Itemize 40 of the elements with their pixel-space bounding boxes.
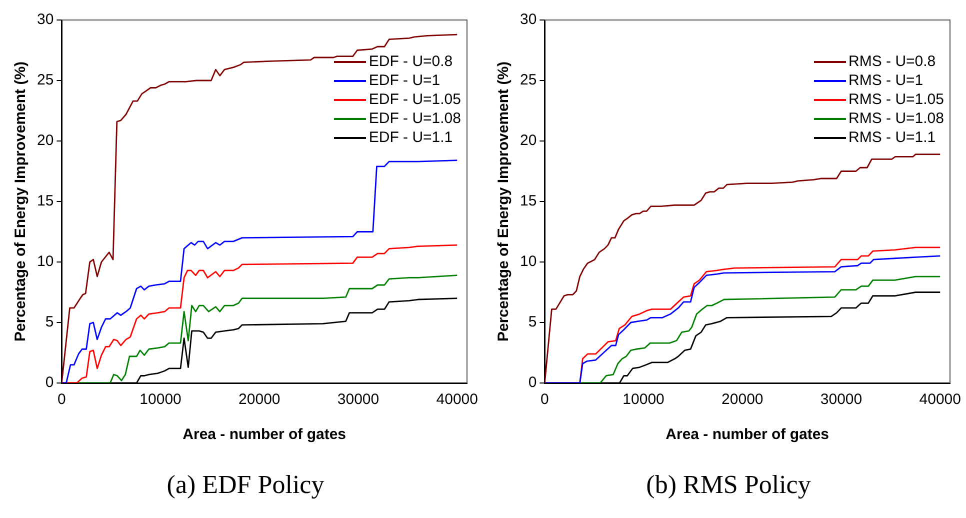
- text: (a) EDF Policy: [166, 470, 324, 500]
- y-tick-label: 10: [36, 253, 54, 270]
- x-tick-label: 0: [540, 391, 549, 408]
- y-tick-label: 20: [36, 132, 54, 150]
- legend-label: EDF - U=1.08: [368, 109, 461, 128]
- x-tick-label: 20000: [722, 391, 764, 408]
- legend-label: EDF - U=1: [368, 71, 440, 90]
- x-tick-label: 40000: [436, 391, 478, 408]
- x-tick-label: 10000: [622, 391, 664, 408]
- y-tick-label: 0: [528, 374, 537, 392]
- x-axis-title: Area - number of gates: [666, 426, 830, 444]
- y-tick-label: 30: [520, 11, 537, 28]
- y-tick-label: 30: [36, 11, 54, 28]
- legend-label: EDF - U=0.8: [368, 52, 453, 71]
- y-axis-title: Percentage of Energy Improvement (%): [12, 61, 30, 342]
- legend-label: RMS - U=0.8: [848, 52, 936, 71]
- y-axis-title: Percentage of Energy Improvement (%): [495, 61, 512, 342]
- legend-label: EDF - U=1.05: [368, 90, 461, 109]
- y-tick-label: 25: [520, 72, 537, 89]
- x-tick-label: 40000: [919, 391, 961, 408]
- y-tick-label: 5: [45, 314, 54, 331]
- legend-label: RMS - U=1.08: [848, 109, 944, 128]
- x-tick-label: 30000: [337, 391, 380, 408]
- legend-label: EDF - U=1.1: [368, 128, 453, 147]
- x-tick-label: 20000: [238, 391, 280, 408]
- text: (b) RMS Policy: [646, 470, 811, 500]
- x-axis-title: Area - number of gates: [182, 426, 346, 444]
- y-tick-label: 5: [528, 314, 537, 331]
- y-tick-label: 0: [45, 374, 54, 392]
- x-tick-label: 10000: [140, 391, 182, 408]
- x-tick-label: 0: [58, 391, 66, 408]
- y-tick-label: 15: [520, 192, 537, 210]
- y-tick-label: 10: [520, 253, 537, 270]
- legend-label: RMS - U=1.05: [848, 90, 944, 109]
- y-tick-label: 25: [36, 72, 54, 89]
- legend-label: RMS - U=1: [848, 71, 924, 90]
- y-tick-label: 20: [520, 132, 537, 150]
- legend-label: RMS - U=1.1: [848, 128, 936, 147]
- x-tick-label: 30000: [820, 391, 862, 408]
- y-tick-label: 15: [36, 192, 54, 210]
